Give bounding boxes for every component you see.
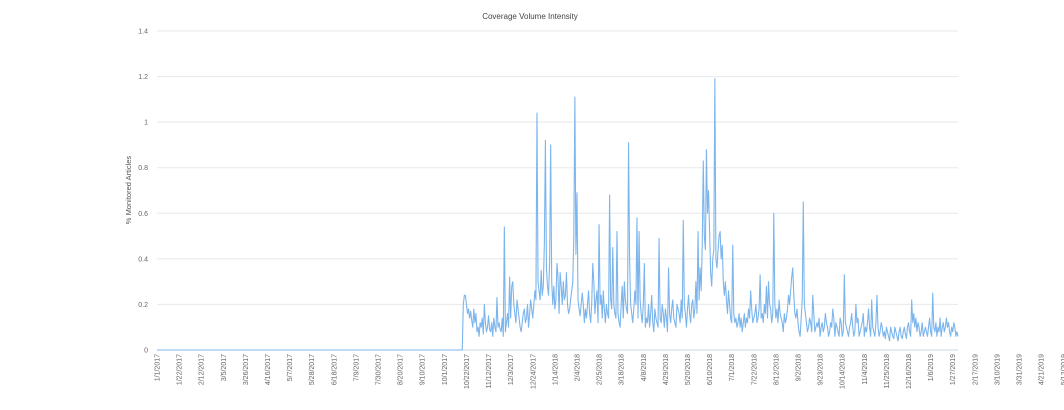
- x-tick-label: 9/10/2017: [420, 354, 427, 385]
- y-tick-label: 0.2: [138, 302, 148, 309]
- x-tick-label: 9/23/2018: [818, 354, 825, 385]
- y-axis-ticks: 0 0.2 0.4 0.6 0.8 1 1.2 1.4: [138, 29, 148, 355]
- y-tick-label: 0.4: [138, 256, 148, 263]
- x-tick-label: 12/24/2017: [530, 354, 537, 389]
- y-tick-label: 0.6: [138, 211, 148, 218]
- x-tick-label: 1/14/2018: [552, 354, 559, 385]
- x-tick-label: 4/8/2018: [641, 354, 648, 381]
- x-tick-label: 7/1/2018: [729, 354, 736, 381]
- x-tick-label: 2/17/2019: [972, 354, 979, 385]
- x-tick-label: 9/2/2018: [796, 354, 803, 381]
- x-tick-label: 3/5/2017: [221, 354, 228, 381]
- x-tick-label: 1/22/2017: [177, 354, 184, 385]
- y-tick-label: 1.4: [138, 29, 148, 36]
- y-tick-label: 1.2: [138, 74, 148, 81]
- series-line[interactable]: [157, 78, 959, 351]
- x-tick-label: 2/25/2018: [597, 354, 604, 385]
- x-tick-label: 5/28/2017: [309, 354, 316, 385]
- chart-title: Coverage Volume Intensity: [482, 12, 578, 21]
- x-tick-label: 5/20/2018: [685, 354, 692, 385]
- y-tick-label: 0.8: [138, 165, 148, 172]
- x-tick-label: 5/12/2019: [1061, 354, 1064, 385]
- x-tick-label: 8/20/2017: [398, 354, 405, 385]
- x-tick-label: 3/10/2019: [994, 354, 1001, 385]
- x-tick-label: 12/16/2018: [906, 354, 913, 389]
- x-tick-label: 6/18/2017: [331, 354, 338, 385]
- x-tick-label: 6/10/2018: [707, 354, 714, 385]
- x-tick-label: 4/16/2017: [265, 354, 272, 385]
- plot-area[interactable]: [157, 78, 959, 351]
- x-tick-label: 4/21/2019: [1039, 354, 1046, 385]
- x-tick-label: 1/6/2019: [928, 354, 935, 381]
- y-tick-label: 1: [144, 120, 148, 127]
- x-tick-label: 4/29/2018: [663, 354, 670, 385]
- x-tick-label: 10/14/2018: [840, 354, 847, 389]
- x-tick-label: 2/12/2017: [199, 354, 206, 385]
- y-tick-label: 0: [144, 348, 148, 355]
- x-tick-label: 10/1/2017: [442, 354, 449, 385]
- x-tick-label: 10/22/2017: [464, 354, 471, 389]
- x-tick-label: 1/1/2017: [155, 354, 162, 381]
- x-tick-label: 5/7/2017: [287, 354, 294, 381]
- y-axis-label: % Monitored Articles: [124, 156, 133, 225]
- x-tick-label: 8/12/2018: [773, 354, 780, 385]
- gridlines: [157, 30, 958, 351]
- x-tick-label: 12/3/2017: [508, 354, 515, 385]
- x-tick-label: 1/27/2019: [950, 354, 957, 385]
- x-tick-label: 11/4/2018: [862, 354, 869, 385]
- x-tick-label: 2/4/2018: [574, 354, 581, 381]
- x-tick-label: 7/30/2017: [376, 354, 383, 385]
- x-tick-label: 7/9/2017: [353, 354, 360, 381]
- x-axis-ticks: 1/1/2017 1/22/2017 2/12/2017 3/5/2017 3/26/2…: [155, 354, 1064, 389]
- x-tick-label: 3/26/2017: [243, 354, 250, 385]
- x-tick-label: 11/25/2018: [884, 354, 891, 389]
- x-tick-label: 3/18/2018: [619, 354, 626, 385]
- x-tick-label: 7/22/2018: [751, 354, 758, 385]
- x-tick-label: 11/12/2017: [486, 354, 493, 389]
- x-tick-label: 3/31/2019: [1017, 354, 1024, 385]
